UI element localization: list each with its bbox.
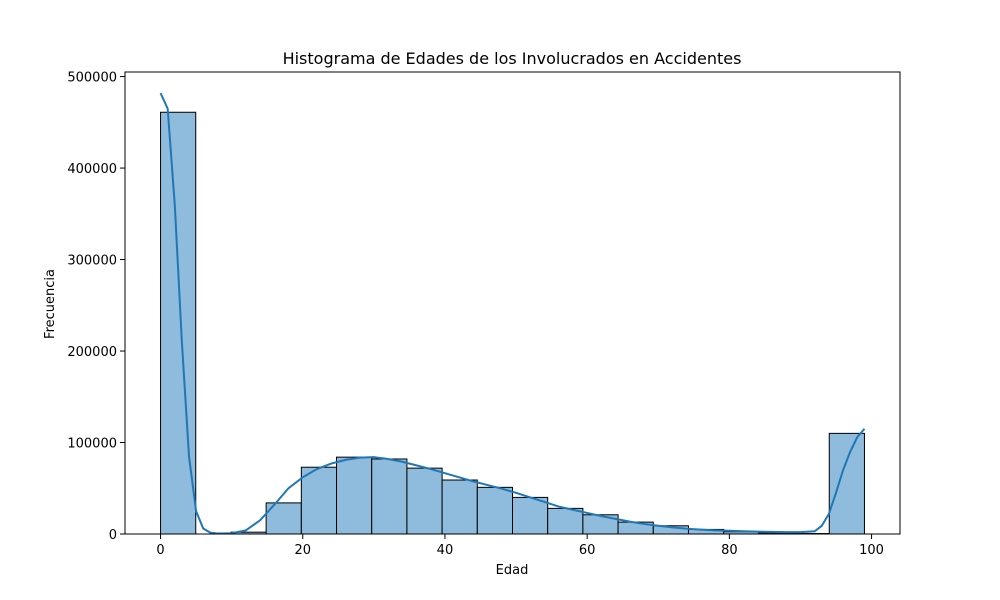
y-tick-label-0: 0 bbox=[109, 528, 117, 543]
y-tick-label-1: 100000 bbox=[67, 437, 117, 452]
histogram-bar-10 bbox=[547, 507, 584, 535]
x-tick-label-5: 100 bbox=[859, 543, 884, 558]
histogram-bar-5 bbox=[371, 458, 408, 535]
plot-area-frame bbox=[124, 71, 901, 535]
x-tick-label-4: 80 bbox=[721, 543, 738, 558]
x-axis-label: Edad bbox=[496, 563, 529, 578]
x-axis-ticks: 0 20 40 60 80 100 bbox=[156, 534, 884, 558]
x-tick-label-2: 40 bbox=[437, 543, 454, 558]
y-tick-label-4: 400000 bbox=[67, 162, 117, 177]
histogram-bar-4 bbox=[336, 456, 373, 535]
y-axis-ticks: 0 100000 200000 300000 400000 500000 bbox=[67, 71, 125, 543]
histogram-bar-3 bbox=[300, 466, 338, 535]
histogram-bars bbox=[160, 111, 865, 535]
y-tick-label-3: 300000 bbox=[67, 254, 117, 269]
histogram-bar-7 bbox=[441, 479, 478, 535]
kde-curve bbox=[159, 92, 866, 535]
histogram-bar-8 bbox=[476, 486, 514, 535]
x-tick-label-1: 20 bbox=[294, 543, 311, 558]
histogram-bar-9 bbox=[512, 496, 549, 535]
chart-title: Histograma de Edades de los Involucrados… bbox=[283, 49, 742, 68]
x-tick-label-3: 60 bbox=[579, 543, 596, 558]
y-axis-label: Frecuencia bbox=[43, 269, 58, 339]
y-tick-label-2: 200000 bbox=[67, 345, 117, 360]
x-tick-label-0: 0 bbox=[156, 543, 164, 558]
histogram-bar-6 bbox=[406, 467, 443, 535]
y-tick-label-5: 500000 bbox=[67, 71, 117, 86]
histogram-bar-18 bbox=[828, 432, 865, 535]
